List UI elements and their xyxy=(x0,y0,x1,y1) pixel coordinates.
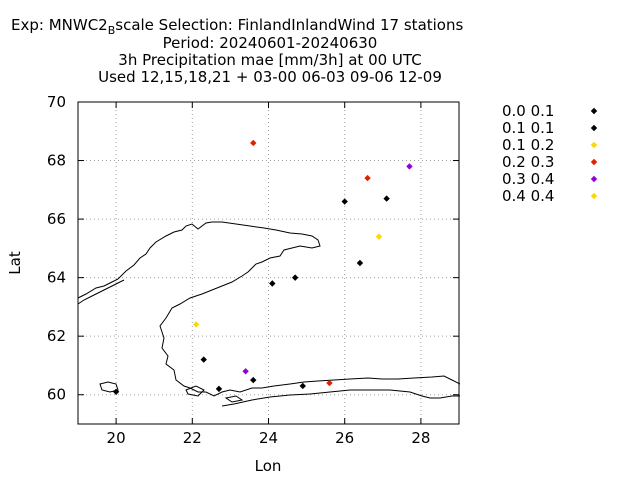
station-point xyxy=(112,388,120,395)
x-tick-label: 28 xyxy=(411,429,430,447)
x-tick-label: 24 xyxy=(259,429,278,447)
legend: 0.0 0.10.1 0.10.1 0.20.2 0.30.3 0.40.4 0… xyxy=(502,102,598,205)
legend-label: 0.1 0.2 xyxy=(502,136,554,154)
legend-label: 0.1 0.1 xyxy=(502,119,554,137)
aland-island xyxy=(99,381,119,393)
coastline-path xyxy=(77,221,461,397)
y-tick-label: 62 xyxy=(47,327,66,345)
station-point xyxy=(326,379,333,387)
archipelago-island xyxy=(185,385,205,397)
station-point xyxy=(383,195,390,202)
legend-marker xyxy=(590,107,598,115)
x-tick-label: 22 xyxy=(183,429,202,447)
y-tick-label: 68 xyxy=(47,152,66,170)
title-line1-suffix: scale Selection: FinlandInlandWind 17 st… xyxy=(115,16,463,34)
station-point xyxy=(250,376,257,384)
title-line1-sub: B xyxy=(108,24,116,37)
station-point xyxy=(291,274,299,281)
station-point xyxy=(341,198,348,205)
legend-marker xyxy=(590,158,598,166)
y-tick-label: 64 xyxy=(47,269,66,287)
legend-marker xyxy=(590,175,598,183)
axis-ticks: 20 22 24 26 28 60 62 64 66 68 70 xyxy=(47,93,459,447)
coastline-map xyxy=(77,221,461,407)
title-variable: 3h Precipitation mae [mm/3h] at 00 UTC xyxy=(118,51,421,69)
legend-marker xyxy=(590,141,598,149)
coastline-west-path xyxy=(77,279,125,305)
station-point xyxy=(375,233,383,240)
grid xyxy=(78,101,459,424)
y-tick-label: 60 xyxy=(47,386,66,404)
legend-label: 0.4 0.4 xyxy=(502,187,554,205)
legend-marker xyxy=(590,124,598,132)
y-tick-label: 66 xyxy=(47,210,66,228)
y-tick-label: 70 xyxy=(47,93,66,111)
station-point xyxy=(269,280,276,287)
archipelago-island-2 xyxy=(224,395,244,403)
station-point xyxy=(192,321,200,328)
station-point xyxy=(356,259,364,267)
station-point xyxy=(200,356,207,363)
station-point xyxy=(299,382,306,390)
station-point xyxy=(250,139,257,147)
legend-label: 0.2 0.3 xyxy=(502,153,554,171)
x-axis-label: Lon xyxy=(255,457,282,475)
x-tick-label: 20 xyxy=(107,429,126,447)
y-axis-label: Lat xyxy=(6,251,24,275)
legend-label: 0.3 0.4 xyxy=(502,170,554,188)
station-point xyxy=(406,163,413,170)
station-point xyxy=(242,368,249,375)
x-tick-label: 26 xyxy=(335,429,354,447)
title-period: Period: 20240601-20240630 xyxy=(163,34,378,52)
title-used: Used 12,15,18,21 + 03-00 06-03 09-06 12-… xyxy=(98,68,442,86)
legend-marker xyxy=(590,192,598,200)
data-points xyxy=(112,139,413,395)
title-line1: Exp: MNWC2Bscale Selection: FinlandInlan… xyxy=(11,16,463,37)
legend-label: 0.0 0.1 xyxy=(502,102,554,120)
station-point xyxy=(215,385,223,393)
station-point xyxy=(364,174,371,182)
title-line1-prefix: Exp: MNWC2 xyxy=(11,16,108,34)
coastline-south-path xyxy=(221,389,460,407)
